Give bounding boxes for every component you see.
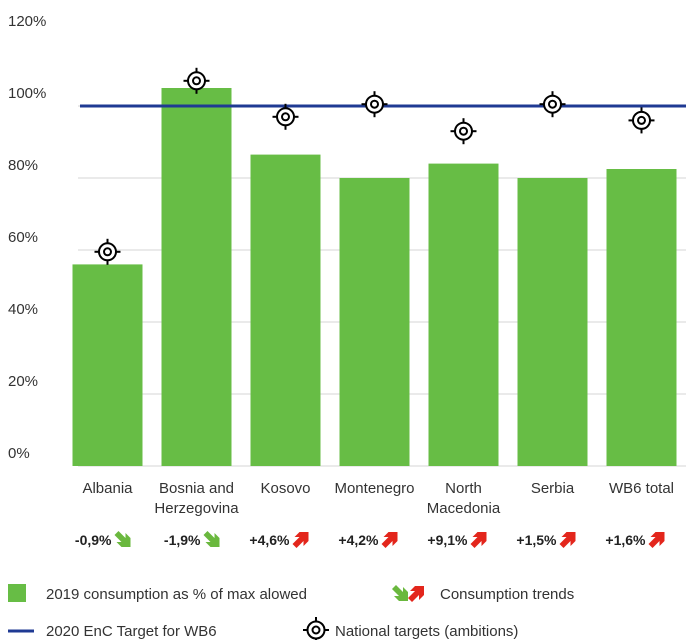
- national-target: [539, 91, 566, 118]
- bar: [339, 178, 410, 466]
- national-target: [450, 118, 477, 145]
- target-core: [281, 112, 290, 122]
- target-ring: [98, 242, 117, 262]
- national-target: [94, 238, 121, 265]
- label-line: Serbia: [531, 480, 575, 497]
- legend-label: National targets (ambitions): [335, 623, 518, 640]
- arrow-up: [648, 532, 665, 548]
- trend-arrow: [292, 532, 309, 548]
- bar: [517, 178, 588, 466]
- target-core: [311, 625, 321, 635]
- trend-arrow: [648, 532, 665, 548]
- national-target: [183, 67, 210, 94]
- y-tick-label: 0%: [8, 445, 30, 462]
- label-line: Montenegro: [334, 480, 414, 497]
- target-core: [192, 76, 201, 86]
- national-target: [272, 103, 299, 130]
- target-core: [370, 99, 379, 109]
- bar: [606, 169, 677, 466]
- x-tick-label: Bosnia and Herzegovina: [154, 480, 239, 517]
- trend-label: +4,2%: [338, 532, 379, 548]
- trend-label: -0,9%: [75, 532, 112, 548]
- target-ring: [454, 121, 473, 141]
- y-tick-label: 40%: [8, 301, 38, 318]
- legend-target-icon: [303, 617, 329, 640]
- y-tick-label: 80%: [8, 157, 38, 174]
- target-ring: [187, 71, 206, 91]
- arrow-up: [381, 532, 398, 548]
- x-tick-label: Kosovo: [260, 480, 310, 497]
- target-ring: [543, 94, 562, 114]
- arrow-up: [292, 532, 309, 548]
- target-ring: [365, 94, 384, 114]
- bar: [72, 264, 143, 466]
- arrow-down: [114, 531, 131, 547]
- label-line: Kosovo: [260, 480, 310, 497]
- bar: [428, 163, 499, 466]
- trend-label: +1,6%: [605, 532, 646, 548]
- label-line: Bosnia and: [159, 480, 234, 497]
- target-core: [637, 115, 646, 125]
- national-target: [361, 91, 388, 118]
- legend-label: 2019 consumption as % of max alowed: [46, 586, 307, 603]
- arrow-up: [559, 532, 576, 548]
- target-ring: [632, 110, 651, 130]
- trend-label: +1,5%: [516, 532, 557, 548]
- legend-label: 2020 EnC Target for WB6: [46, 623, 217, 640]
- bar: [250, 154, 321, 466]
- trend-label: -1,9%: [164, 532, 201, 548]
- y-tick-label: 20%: [8, 373, 38, 390]
- trend-arrow: [381, 532, 398, 548]
- bar: [161, 88, 232, 466]
- target-core: [459, 126, 468, 136]
- target-core: [103, 247, 112, 257]
- trend-label: +4,6%: [249, 532, 290, 548]
- x-tick-label: WB6 total: [609, 480, 674, 497]
- label-line: WB6 total: [609, 480, 674, 497]
- arrow-down: [203, 531, 220, 547]
- label-line: Macedonia: [427, 500, 501, 517]
- x-tick-label: Serbia: [531, 480, 575, 497]
- trend-arrow: [559, 532, 576, 548]
- y-tick-label: 60%: [8, 229, 38, 246]
- legend-swatch: [8, 584, 26, 602]
- arrow-up: [408, 586, 424, 602]
- arrow-down: [392, 585, 408, 601]
- arrow-up: [470, 532, 487, 548]
- y-tick-label: 100%: [8, 85, 46, 102]
- label-line: Albania: [82, 480, 133, 497]
- trend-arrow: [114, 531, 131, 547]
- label-line: Herzegovina: [154, 500, 239, 517]
- national-target: [628, 107, 655, 134]
- legend-trend-icon: [392, 585, 424, 602]
- y-tick-label: 120%: [8, 13, 46, 30]
- target-ring: [276, 107, 295, 127]
- x-tick-label: Montenegro: [334, 480, 414, 497]
- label-line: North: [445, 480, 482, 497]
- trend-label: +9,1%: [427, 532, 468, 548]
- target-core: [548, 99, 557, 109]
- trend-arrow: [470, 532, 487, 548]
- target-ring: [306, 620, 326, 640]
- x-tick-label: North Macedonia: [427, 480, 501, 517]
- trend-arrow: [203, 531, 220, 547]
- x-tick-label: Albania: [82, 480, 133, 497]
- legend-label: Consumption trends: [440, 586, 574, 603]
